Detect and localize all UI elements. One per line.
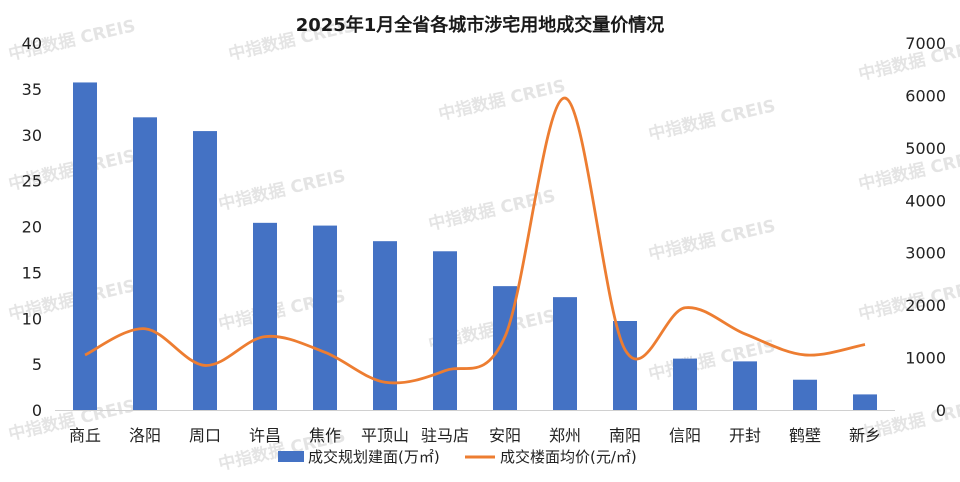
x-tick-label: 开封	[729, 426, 761, 445]
y-left-tick-label: 40	[22, 34, 42, 53]
x-tick-label: 鹤壁	[789, 426, 821, 445]
legend-swatch-bars	[278, 451, 304, 462]
y-right-tick-label: 3000	[905, 244, 946, 263]
watermark-text: 中指数据 CREIS	[646, 335, 777, 385]
bar	[373, 241, 397, 410]
legend: 成交规划建面(万㎡) 成交楼面均价(元/㎡)	[278, 448, 637, 466]
x-tick-label: 许昌	[249, 426, 281, 445]
bar	[133, 117, 157, 410]
x-tick-label: 焦作	[309, 426, 341, 445]
y-left-tick-label: 20	[22, 218, 42, 237]
y-left-tick-label: 0	[32, 401, 42, 420]
x-tick-label: 洛阳	[129, 426, 161, 445]
watermark-text: 中指数据 CREIS	[436, 75, 567, 125]
x-tick-label: 安阳	[489, 426, 521, 445]
x-tick-label: 新乡	[849, 426, 881, 445]
bar	[433, 251, 457, 410]
x-tick-label: 信阳	[669, 426, 701, 445]
bar	[313, 225, 337, 410]
line-series	[84, 96, 866, 385]
bar	[193, 131, 217, 410]
y-left-tick-label: 5	[32, 355, 42, 374]
bar	[853, 394, 877, 410]
legend-label-line: 成交楼面均价(元/㎡)	[500, 448, 637, 466]
y-left-tick-label: 30	[22, 126, 42, 145]
watermark-text: 中指数据 CREIS	[646, 215, 777, 265]
bar	[733, 361, 757, 410]
x-tick-label: 郑州	[549, 426, 581, 445]
bar-series	[73, 82, 877, 410]
bar	[673, 358, 697, 410]
bar	[793, 379, 817, 410]
x-tick-label: 驻马店	[421, 426, 469, 445]
y-left-tick-label: 15	[22, 263, 42, 282]
y-axis-left: 0 5 10 15 20 25 30 35 40	[22, 34, 42, 420]
watermark-text: 中指数据 CREIS	[646, 95, 777, 145]
y-right-tick-label: 2000	[905, 296, 946, 315]
y-axis-right: 0 1000 2000 3000 4000 5000 6000 7000	[905, 34, 946, 420]
y-left-tick-label: 35	[22, 80, 42, 99]
x-tick-label: 商丘	[69, 426, 101, 445]
chart-title: 2025年1月全省各城市涉宅用地成交量价情况	[296, 14, 665, 36]
bar	[613, 321, 637, 410]
y-right-tick-label: 7000	[905, 34, 946, 53]
x-tick-label: 平顶山	[361, 426, 409, 445]
y-right-tick-label: 5000	[905, 139, 946, 158]
x-tick-label: 周口	[189, 426, 221, 445]
y-right-tick-label: 1000	[905, 349, 946, 368]
y-left-tick-label: 10	[22, 309, 42, 328]
legend-label-bars: 成交规划建面(万㎡)	[308, 448, 440, 466]
y-left-tick-label: 25	[22, 172, 42, 191]
watermark-text: 中指数据 CREIS	[426, 185, 557, 235]
x-tick-label: 南阳	[609, 426, 641, 445]
y-right-tick-label: 6000	[905, 86, 946, 105]
bar	[553, 297, 577, 410]
y-right-tick-label: 4000	[905, 191, 946, 210]
y-right-tick-label: 0	[936, 401, 946, 420]
watermark-text: 中指数据 CREIS	[216, 165, 347, 215]
bar	[73, 82, 97, 410]
bar	[253, 222, 277, 410]
x-axis: 商丘 洛阳 周口 许昌 焦作 平顶山 驻马店 安阳 郑州 南阳 信阳 开封 鹤壁 新乡	[69, 426, 881, 445]
